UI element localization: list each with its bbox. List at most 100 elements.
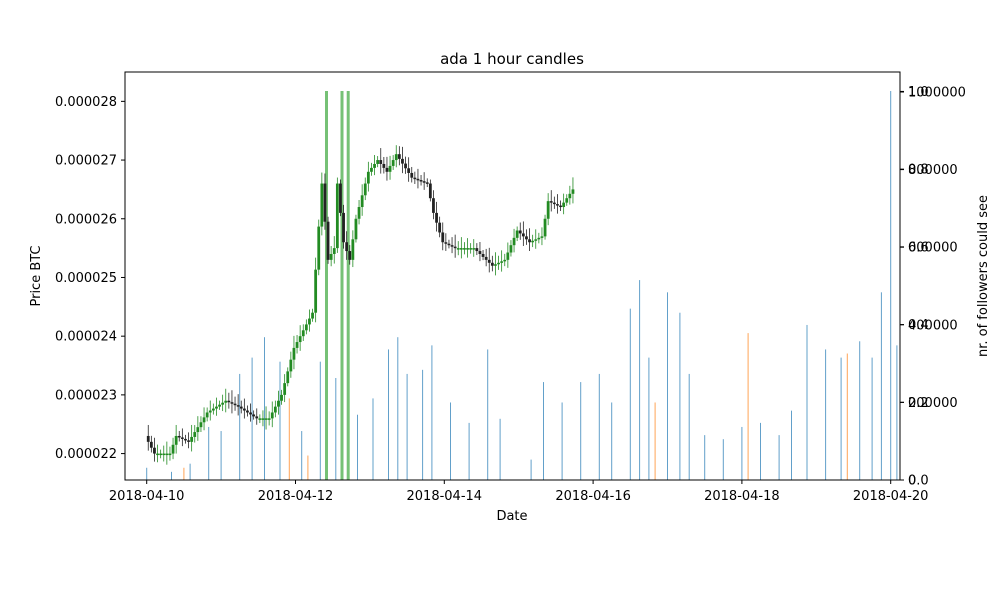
candle-body xyxy=(490,262,494,266)
candle-body xyxy=(187,440,190,442)
candle-body xyxy=(283,383,287,395)
candle-body xyxy=(351,239,355,260)
y-axis-right-count: 0 200000 400000 600000 800000 1000000 xyxy=(900,86,966,489)
candle-body xyxy=(394,154,398,161)
follower-bar xyxy=(825,349,827,480)
follower-bar xyxy=(667,292,668,480)
candle-body xyxy=(298,336,302,343)
candle-body xyxy=(354,218,358,240)
candle-body xyxy=(202,417,206,423)
y-axis-left: 0.000022 0.000023 0.000024 0.000025 0.000026… xyxy=(55,95,125,462)
candle-body xyxy=(388,165,392,172)
follower-bar xyxy=(307,455,309,480)
candle-body xyxy=(308,318,311,325)
follower-bar xyxy=(372,398,374,480)
candle-body xyxy=(295,342,299,348)
x-axis: 2018-04-10 2018-04-12 2018-04-14 2018-04-16… xyxy=(109,480,928,504)
follower-bar xyxy=(598,373,600,480)
follower-bar xyxy=(208,426,210,480)
candle-body xyxy=(506,252,510,260)
candle-body xyxy=(379,160,383,164)
y-tick-label: 0.000022 xyxy=(55,447,117,462)
follower-bar xyxy=(890,91,892,480)
candle-body xyxy=(478,251,482,254)
follower-bar xyxy=(639,280,641,480)
candle-body xyxy=(156,453,159,456)
y-right-tick-label: 0 xyxy=(908,474,916,489)
y-right-tick-label: 0.0 xyxy=(908,474,929,489)
candle-body xyxy=(171,444,175,454)
candle-body xyxy=(267,418,271,420)
candle-body xyxy=(397,154,401,159)
candle-body xyxy=(441,232,445,243)
follower-bar xyxy=(806,324,808,480)
follower-bar xyxy=(648,357,650,480)
candle-body xyxy=(153,447,156,454)
candle-body xyxy=(280,394,283,401)
candle-body xyxy=(215,406,218,409)
candle-body xyxy=(363,183,367,196)
chart-title: ada 1 hour candles xyxy=(440,50,584,68)
candle-body xyxy=(512,237,516,246)
y-right-tick-label: 0.4 xyxy=(908,318,929,333)
candle-body xyxy=(255,416,259,419)
candle-body xyxy=(314,269,318,313)
follower-bar xyxy=(499,418,501,480)
candle-body xyxy=(382,163,386,168)
follower-bar xyxy=(220,431,222,480)
candle-body xyxy=(444,242,448,244)
candle-body xyxy=(342,212,345,243)
x-tick-label: 2018-04-18 xyxy=(704,489,780,504)
candle-body xyxy=(453,246,457,249)
candle-body xyxy=(571,189,575,194)
candle-body xyxy=(469,248,473,250)
y-right-tick-label: 1.0 xyxy=(908,85,929,100)
follower-bar xyxy=(264,337,265,480)
candle-body xyxy=(373,163,376,168)
candle-body xyxy=(273,406,277,413)
candle-body xyxy=(509,245,513,253)
follower-bar xyxy=(747,333,749,480)
candle-body xyxy=(422,181,426,183)
candle-body xyxy=(484,256,488,260)
candle-body xyxy=(456,248,460,250)
candle-body xyxy=(304,324,308,331)
y-tick-label: 0.000024 xyxy=(55,330,117,345)
candle-body xyxy=(165,453,169,456)
candle-body xyxy=(410,172,414,178)
candle-body xyxy=(174,435,178,445)
candle-body xyxy=(531,240,535,243)
y-tick-label: 0.000023 xyxy=(55,388,117,403)
candle-body xyxy=(366,171,370,184)
follower-bar xyxy=(741,426,743,480)
follower-bar xyxy=(580,382,582,480)
follower-bar xyxy=(431,345,433,480)
candle-body xyxy=(447,243,451,246)
follower-bar xyxy=(704,435,706,480)
candle-body xyxy=(534,239,538,241)
candle-body xyxy=(537,237,541,240)
follower-bar xyxy=(896,345,898,480)
candle-body xyxy=(565,198,569,203)
candle-body xyxy=(559,205,562,208)
y-right-tick-label: 800000 xyxy=(908,163,958,178)
candle-body xyxy=(370,167,373,172)
candle-body xyxy=(270,412,274,419)
candle-body xyxy=(568,193,572,199)
candle-body xyxy=(332,248,336,254)
candle-body xyxy=(463,248,466,250)
follower-bar xyxy=(288,398,290,480)
candle-body xyxy=(416,178,420,181)
candle-body xyxy=(515,230,519,238)
candle-body xyxy=(450,245,454,247)
follower-bar xyxy=(679,312,681,480)
candle-body xyxy=(227,400,231,403)
candle-body xyxy=(218,404,221,407)
candle-body xyxy=(236,405,240,407)
follower-bar xyxy=(357,414,358,480)
candle-body xyxy=(146,435,150,442)
candle-body xyxy=(500,261,504,263)
follower-bar xyxy=(880,292,882,480)
candle-body xyxy=(208,410,212,413)
